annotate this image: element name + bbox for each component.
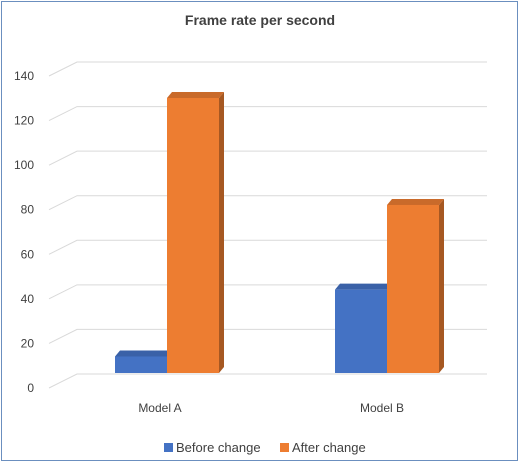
bar-top xyxy=(115,350,172,357)
gridline xyxy=(48,106,487,122)
bar xyxy=(335,283,392,373)
legend: Before change After change xyxy=(164,440,366,455)
gridlines xyxy=(48,61,487,389)
bar-side xyxy=(439,198,444,373)
y-tick-label: 40 xyxy=(21,292,35,306)
y-tick-label: 0 xyxy=(27,381,34,395)
gridline xyxy=(48,150,487,166)
legend-swatch xyxy=(280,443,289,452)
y-tick-label: 80 xyxy=(21,203,35,217)
bar-side xyxy=(219,91,224,373)
x-axis-labels: Model A Model B xyxy=(138,401,404,415)
bar xyxy=(115,350,172,373)
y-tick-label: 60 xyxy=(21,247,35,261)
y-tick-label: 100 xyxy=(14,158,34,172)
gridline xyxy=(48,195,487,211)
gridline xyxy=(48,61,487,77)
bar-front xyxy=(387,204,439,373)
legend-label: Before change xyxy=(176,440,261,455)
bar-top xyxy=(335,283,392,290)
legend-label: After change xyxy=(292,440,366,455)
y-tick-label: 140 xyxy=(14,69,34,83)
bar-front xyxy=(335,289,387,373)
bar xyxy=(167,91,224,373)
bar-front xyxy=(115,356,167,373)
bar-top xyxy=(387,198,444,205)
y-axis-ticks: 0 20 40 60 80 100 120 140 xyxy=(14,69,34,395)
x-tick-label: Model A xyxy=(138,401,181,415)
y-tick-label: 120 xyxy=(14,114,34,128)
chart-title: Frame rate per second xyxy=(185,12,335,28)
gridline xyxy=(48,239,487,255)
gridline xyxy=(48,373,487,389)
y-tick-label: 20 xyxy=(21,336,35,350)
legend-swatch xyxy=(164,443,173,452)
bars xyxy=(115,91,444,373)
x-tick-label: Model B xyxy=(360,401,404,415)
bar-front xyxy=(167,97,219,373)
bar xyxy=(387,198,444,373)
bar-top xyxy=(167,91,224,98)
